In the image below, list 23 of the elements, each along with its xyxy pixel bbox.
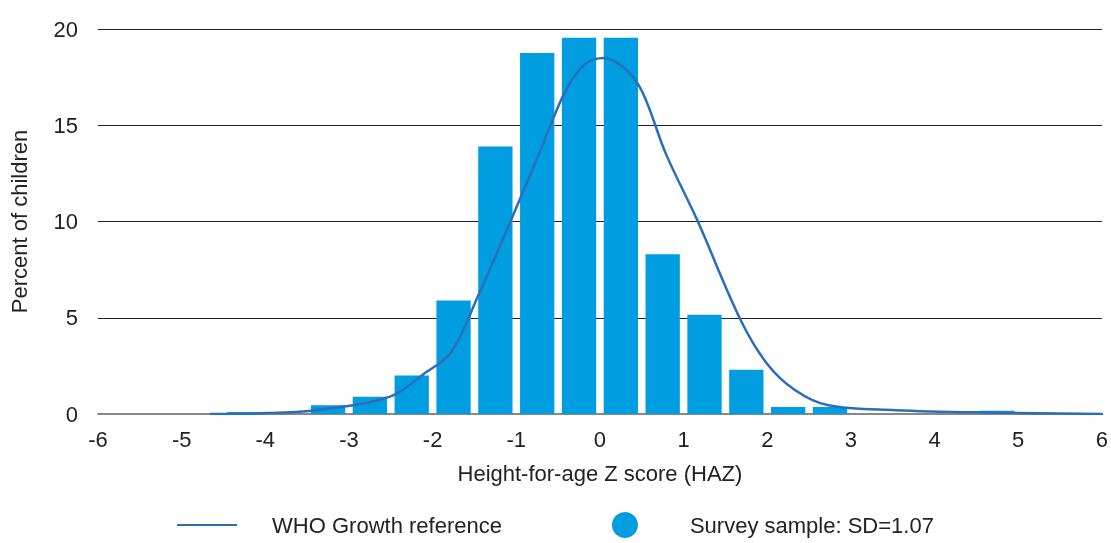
x-tick-label: -3 <box>339 426 359 452</box>
x-tick-label: -1 <box>506 426 527 452</box>
y-axis-title: Percent of children <box>6 129 32 314</box>
x-tick-label: -2 <box>422 426 443 452</box>
legend-label: WHO Growth reference <box>272 512 502 538</box>
legend-label: Survey sample: SD=1.07 <box>689 512 934 538</box>
y-tick-label: 5 <box>65 305 78 331</box>
y-tick-label: 0 <box>65 401 78 427</box>
x-tick-label: 3 <box>844 426 858 452</box>
x-tick-label: -4 <box>255 426 276 452</box>
x-tick-label: 0 <box>593 426 607 452</box>
x-tick-label: 6 <box>1095 426 1109 452</box>
line-series <box>209 56 1104 416</box>
x-tick-label: 2 <box>761 426 774 452</box>
x-axis-title: Height-for-age Z score (HAZ) <box>457 460 743 486</box>
y-tick-label: 20 <box>53 16 78 42</box>
y-tick-label: 10 <box>53 209 78 234</box>
x-tick-label: -6 <box>88 426 108 452</box>
x-tick-label: -5 <box>171 426 192 452</box>
y-tick-label: 15 <box>53 112 78 138</box>
x-tick-label: 5 <box>1012 426 1025 452</box>
x-tick-label: 4 <box>928 426 941 452</box>
x-tick-label: 1 <box>677 426 690 452</box>
